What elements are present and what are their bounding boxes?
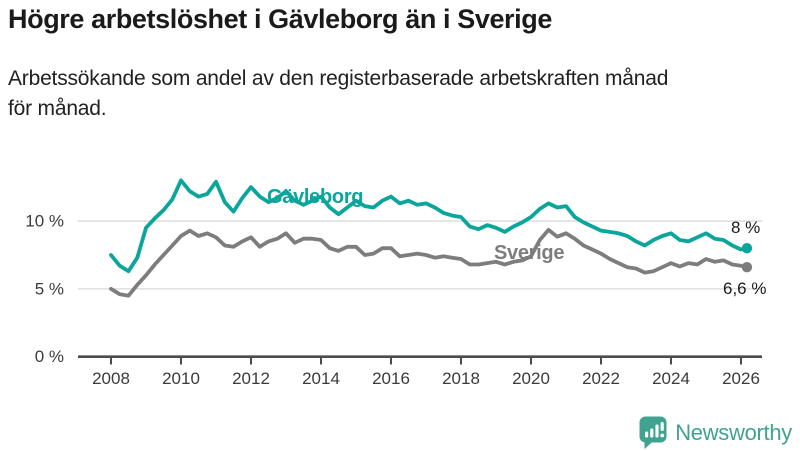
chart-subtitle: Arbetssökande som andel av den registerb… [8, 64, 668, 124]
x-axis-tick-label: 2016 [372, 369, 410, 388]
x-axis-tick-label: 2022 [582, 369, 620, 388]
x-axis-tick-label: 2010 [162, 369, 200, 388]
x-axis-tick-label: 2014 [302, 369, 340, 388]
y-axis-tick-label: 5 % [35, 279, 64, 298]
x-axis-tick-label: 2020 [512, 369, 550, 388]
chart-title: Högre arbetslöshet i Gävleborg än i Sver… [8, 4, 552, 34]
series-end-dot [741, 242, 753, 254]
series-label-gavleborg: Gävleborg [267, 186, 363, 208]
x-axis-tick-label: 2024 [652, 369, 690, 388]
subtitle-line-2: för månad. [8, 97, 107, 120]
series-end-value-label: 8 % [731, 218, 760, 237]
series-label-sverige: Sverige [494, 242, 564, 264]
newsworthy-logo-icon [639, 416, 667, 449]
series-line-sverige [109, 227, 749, 298]
newsworthy-logo-text: Newsworthy [675, 420, 792, 445]
series-end-dot [741, 261, 753, 273]
y-axis-tick-label: 0 % [35, 347, 64, 366]
series-line-gavleborg [109, 178, 749, 274]
subtitle-line-1: Arbetssökande som andel av den registerb… [8, 67, 669, 90]
y-axis-tick-label: 10 % [25, 212, 64, 231]
series-end-value-label: 6,6 % [723, 279, 766, 298]
x-axis-tick-label: 2018 [442, 369, 480, 388]
newsworthy-logo[interactable]: Newsworthy [638, 415, 792, 451]
x-axis-tick-label: 2012 [232, 369, 270, 388]
x-axis-tick-label: 2026 [722, 369, 760, 388]
x-axis-tick-label: 2008 [92, 369, 130, 388]
